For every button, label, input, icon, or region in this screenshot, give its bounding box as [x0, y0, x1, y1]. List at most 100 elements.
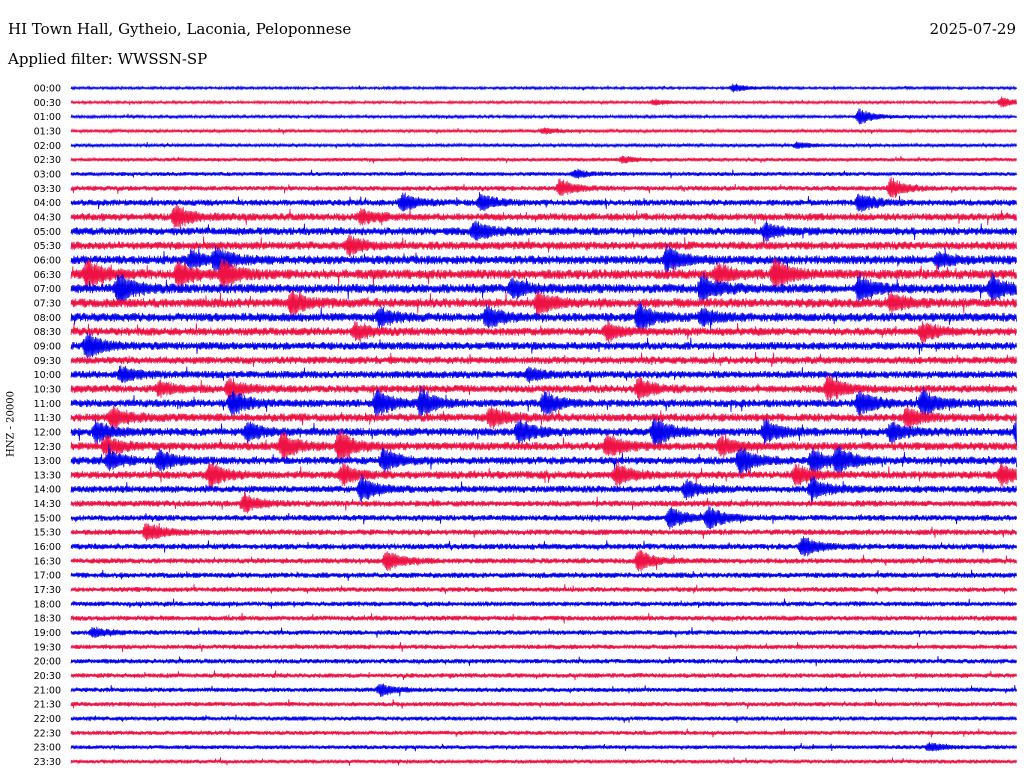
- trace-row-1700: [70, 569, 1017, 581]
- time-tick-label: 17:00: [34, 571, 61, 582]
- trace-row-0600: [70, 243, 1017, 275]
- trace-row-1130: [70, 404, 1017, 431]
- time-tick-label: 16:00: [34, 542, 61, 553]
- time-tick-label: 04:30: [34, 213, 61, 224]
- time-tick-label: 19:00: [34, 628, 61, 639]
- trace-row-1000: [70, 365, 1017, 384]
- time-tick-label: 05:30: [34, 241, 61, 252]
- time-tick-label: 18:00: [34, 599, 61, 610]
- time-tick-label: 22:00: [34, 714, 61, 725]
- trace-row-1730: [70, 584, 1017, 595]
- trace-row-1900: [70, 626, 1017, 639]
- time-tick-label: 01:30: [34, 127, 61, 138]
- time-tick-label: 20:30: [34, 671, 61, 682]
- trace-row-2200: [70, 714, 1017, 724]
- time-tick-label: 23:30: [34, 757, 61, 768]
- time-tick-label: 17:30: [34, 585, 61, 596]
- trace-row-1200: [70, 417, 1017, 450]
- trace-row-1400: [70, 473, 1017, 504]
- trace-row-0500: [70, 220, 1017, 242]
- time-tick-label: 12:30: [34, 442, 61, 453]
- time-tick-label: 21:30: [34, 700, 61, 711]
- time-tick-label: 16:30: [34, 556, 61, 567]
- time-tick-label: 10:30: [34, 384, 61, 395]
- time-tick-label: 06:30: [34, 270, 61, 281]
- trace-row-0800: [70, 301, 1017, 332]
- time-tick-label: 00:30: [34, 98, 61, 109]
- trace-row-0930: [70, 352, 1017, 368]
- time-tick-label: 09:30: [34, 356, 61, 367]
- time-tick-label: 11:30: [34, 413, 61, 424]
- trace-row-0900: [70, 332, 1017, 359]
- trace-row-0530: [70, 234, 1017, 257]
- trace-row-0000: [70, 83, 1017, 93]
- trace-row-1300: [70, 443, 1017, 476]
- trace-row-1230: [70, 429, 1017, 464]
- time-tick-label: 18:30: [34, 614, 61, 625]
- trace-row-1100: [70, 386, 1017, 418]
- time-tick-label: 20:00: [34, 657, 61, 668]
- trace-row-0700: [70, 271, 1017, 306]
- trace-row-1500: [70, 506, 1017, 530]
- trace-row-0830: [70, 320, 1017, 344]
- trace-row-2030: [70, 670, 1017, 681]
- trace-row-0230: [70, 155, 1017, 164]
- trace-row-0130: [70, 127, 1017, 135]
- trace-row-0300: [70, 168, 1017, 179]
- trace-row-0730: [70, 290, 1017, 318]
- trace-row-1830: [70, 612, 1017, 624]
- time-tick-label: 15:30: [34, 528, 61, 539]
- trace-row-1630: [70, 550, 1017, 572]
- time-tick-label: 03:00: [34, 170, 61, 181]
- time-tick-label: 10:00: [34, 370, 61, 381]
- time-tick-label: 05:00: [34, 227, 61, 238]
- trace-row-1030: [70, 374, 1017, 404]
- trace-row-2130: [70, 699, 1017, 709]
- time-tick-label: 03:30: [34, 184, 61, 195]
- trace-row-1430: [70, 491, 1017, 514]
- seismic-traces: [70, 83, 1017, 766]
- time-tick-label: 19:30: [34, 642, 61, 653]
- time-tick-label: 01:00: [34, 112, 61, 123]
- time-tick-label: 08:00: [34, 313, 61, 324]
- time-tick-label: 13:30: [34, 470, 61, 481]
- time-tick-labels: 00:00 00:30 01:00 01:30 02:00 02:30 03:00 03:30…: [34, 84, 61, 769]
- time-tick-label: 21:00: [34, 685, 61, 696]
- trace-row-1530: [70, 522, 1017, 542]
- time-tick-label: 11:00: [34, 399, 61, 410]
- time-tick-label: 23:00: [34, 743, 61, 754]
- time-tick-label: 00:00: [34, 84, 61, 95]
- time-tick-label: 06:00: [34, 256, 61, 267]
- time-tick-label: 22:30: [34, 728, 61, 739]
- time-tick-label: 07:00: [34, 284, 61, 295]
- trace-row-2100: [70, 683, 1017, 697]
- station-title: HI Town Hall, Gytheio, Laconia, Peloponn…: [8, 20, 352, 38]
- time-tick-label: 02:30: [34, 155, 61, 166]
- date-label: 2025-07-29: [929, 20, 1016, 38]
- trace-row-0200: [70, 141, 1017, 149]
- trace-row-0430: [70, 204, 1017, 229]
- trace-row-0030: [70, 96, 1017, 108]
- trace-row-0330: [70, 176, 1017, 198]
- time-tick-label: 09:00: [34, 341, 61, 352]
- trace-row-0400: [70, 191, 1017, 213]
- trace-row-2230: [70, 728, 1017, 738]
- time-tick-label: 08:30: [34, 327, 61, 338]
- time-tick-label: 07:30: [34, 298, 61, 309]
- trace-row-0630: [70, 257, 1017, 292]
- filter-label: Applied filter: WWSSN-SP: [8, 50, 208, 68]
- trace-row-1600: [70, 536, 1017, 557]
- trace-row-2330: [70, 757, 1017, 766]
- trace-row-2000: [70, 656, 1017, 667]
- trace-row-1800: [70, 598, 1017, 609]
- trace-row-0100: [70, 108, 1017, 125]
- time-tick-label: 15:00: [34, 513, 61, 524]
- time-tick-label: 14:00: [34, 485, 61, 496]
- time-tick-label: 13:00: [34, 456, 61, 467]
- trace-row-1930: [70, 641, 1017, 653]
- time-tick-label: 02:00: [34, 141, 61, 152]
- trace-row-1330: [70, 461, 1017, 489]
- time-tick-label: 12:00: [34, 427, 61, 438]
- time-tick-label: 04:00: [34, 198, 61, 209]
